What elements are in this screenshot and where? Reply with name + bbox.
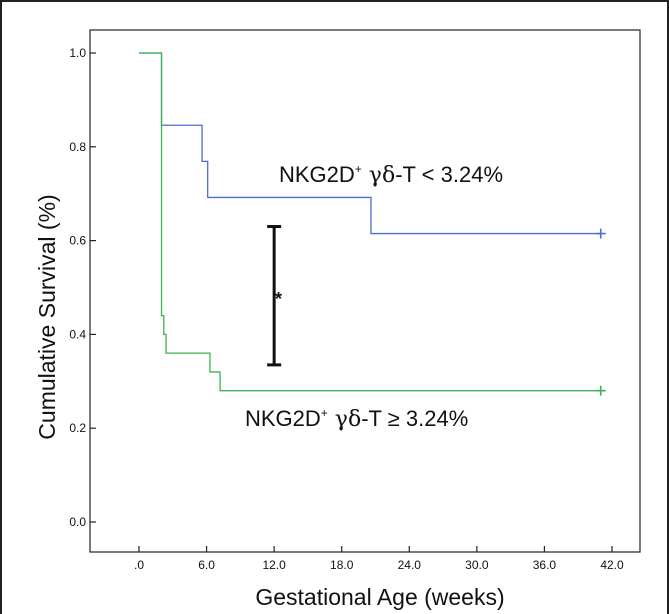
series-layer bbox=[139, 52, 606, 396]
x-tick-label: 12.0 bbox=[262, 558, 286, 572]
x-tick-label: 24.0 bbox=[398, 558, 422, 572]
y-tick-label: 0.8 bbox=[69, 140, 86, 154]
y-tick-label: 0.6 bbox=[69, 234, 86, 248]
x-axis-ticks: .0 6.0 12.0 18.0 24.0 30.0 36.0 42.0 bbox=[134, 546, 624, 572]
plot-area bbox=[89, 29, 641, 553]
x-tick-label: 18.0 bbox=[330, 558, 354, 572]
y-tick-label: 1.0 bbox=[69, 46, 86, 60]
y-tick-label: 0.4 bbox=[69, 327, 86, 341]
annotation-low-group: NKG2D+ γδ-T < 3.24% bbox=[279, 162, 503, 188]
y-axis-ticks: 0.0 0.2 0.4 0.6 0.8 1.0 bbox=[69, 46, 96, 529]
x-tick-label: .0 bbox=[134, 558, 144, 572]
survival-curve-low-group bbox=[139, 52, 601, 235]
significance-bar bbox=[267, 225, 282, 367]
annotation-high-group: NKG2D+ γδ-T ≥ 3.24% bbox=[245, 406, 468, 432]
significance-star: * bbox=[275, 289, 282, 309]
y-tick-label: 0.0 bbox=[69, 515, 86, 529]
x-tick-label: 36.0 bbox=[533, 558, 557, 572]
y-tick-label: 0.2 bbox=[69, 421, 86, 435]
survival-curve-high-group bbox=[139, 52, 601, 392]
x-axis-title: Gestational Age (weeks) bbox=[255, 584, 504, 610]
x-tick-label: 6.0 bbox=[198, 558, 215, 572]
x-tick-label: 30.0 bbox=[465, 558, 489, 572]
y-axis-title: Cumulative Survival (%) bbox=[34, 194, 60, 439]
x-tick-label: 42.0 bbox=[600, 558, 624, 572]
